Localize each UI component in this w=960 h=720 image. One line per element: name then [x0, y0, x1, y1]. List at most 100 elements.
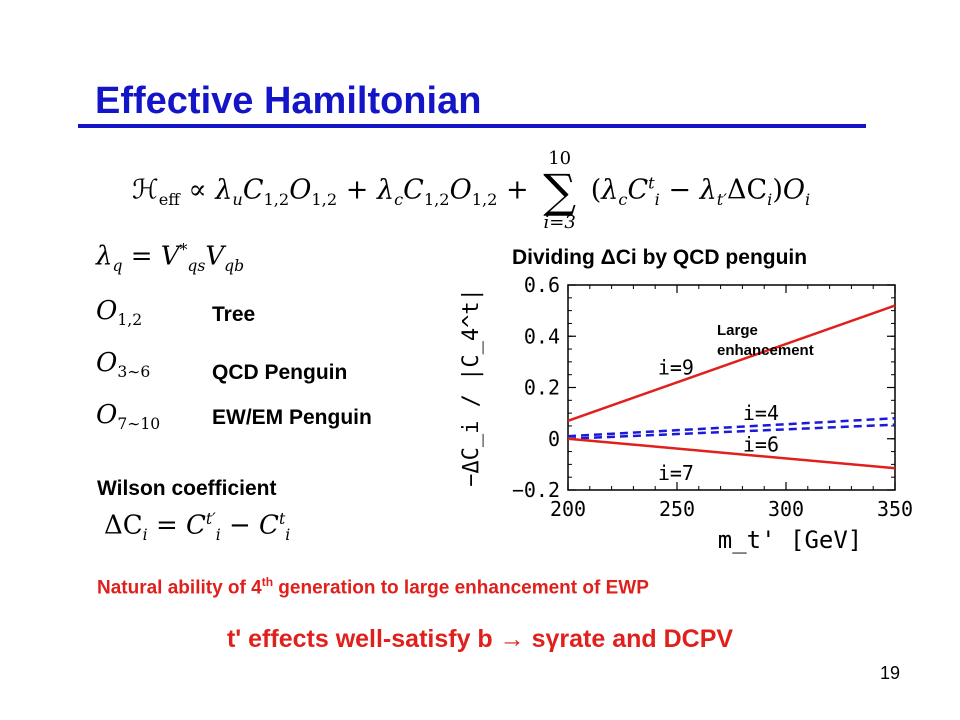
x-tick-label: 300 [768, 497, 804, 521]
paren-open: ( [590, 174, 602, 206]
x-tick-label: 200 [550, 497, 586, 521]
lambda-u: λ [215, 174, 233, 206]
o36-symbol: O [96, 348, 118, 378]
o710-subscript: 7∼10 [117, 415, 161, 434]
v-qs: V [160, 241, 180, 272]
lambda-c-2-sub: c [618, 189, 628, 209]
o12-b-sub: 1,2 [471, 189, 498, 209]
lambda-q: λ [96, 241, 113, 272]
v-qb-sub: qb [224, 256, 245, 275]
series-label: i=9 [658, 355, 694, 379]
ci-sup: t [648, 173, 655, 193]
lambda-definition: λq = V*qsVqb [96, 241, 244, 275]
note-part1: Natural ability of 4 [97, 577, 262, 599]
lambda-c: λ [376, 174, 395, 206]
o12-symbol: O [96, 296, 118, 326]
annotation-word: Large [717, 322, 758, 339]
paren-close: ) [772, 174, 783, 206]
slide-title: Effective Hamiltonian [95, 80, 482, 122]
series-label: i=4 [743, 401, 779, 425]
wilson-label: Wilson coefficient [97, 477, 277, 500]
v-qb: V [205, 241, 225, 272]
lambda-c-sub: c [394, 189, 404, 209]
minus-h: − [668, 174, 692, 206]
o12-b: O [449, 174, 472, 206]
series-line-i-9 [567, 304, 896, 422]
oi-sub: i [805, 189, 811, 209]
y-tick-label: 0.4 [524, 324, 560, 348]
series-label: i=6 [743, 433, 779, 457]
o12-a-sub: 1,2 [311, 189, 338, 209]
x-tick-label: 350 [877, 497, 913, 521]
v-qs-sub: qs [187, 256, 206, 275]
lambda-q-sub: q [112, 256, 123, 275]
conclusion-text: t' effects well-satisfy b → sγrate and D… [226, 625, 734, 653]
o12-subscript: 1,2 [117, 311, 143, 330]
prop-symbol: ∝ [188, 174, 207, 206]
series-label: i=7 [658, 461, 694, 485]
operator-o12: O1,2 [96, 296, 142, 329]
ci-t-sub: i [285, 525, 291, 544]
chart-title: Dividing ΔCi by QCD penguin [512, 246, 808, 269]
c12-a-sub: 1,2 [263, 189, 290, 209]
note-sup: th [261, 575, 274, 589]
series-line-i-7 [567, 437, 896, 470]
plot-frame [567, 284, 896, 491]
plus-b: + [506, 174, 529, 206]
page-number: 19 [880, 663, 901, 683]
delta-ci-h: ΔC [726, 174, 768, 206]
ci-t-sup: t [278, 510, 286, 528]
title-underline [78, 124, 866, 128]
ci-sub: i [654, 189, 660, 209]
x-tick-label: 250 [659, 497, 695, 521]
minus-wilson: − [228, 510, 251, 541]
y-tick-label: 0 [548, 427, 560, 451]
ci-tprime-sup: t′ [205, 510, 216, 528]
x-axis-label: m_t' [GeV] [718, 526, 863, 554]
label-qcd-penguin: QCD Penguin [212, 361, 348, 384]
annotation-word: enhancement [717, 342, 814, 359]
y-tick-label: 0.2 [524, 376, 560, 400]
plus-a: + [345, 174, 369, 206]
sum-lower: i=3 [543, 212, 576, 233]
note-part2: generation to large enhancement of EWP [273, 577, 649, 599]
ci-tprime-sub: i [215, 525, 221, 544]
delta-ci-sub: i [142, 525, 148, 544]
label-tree: Tree [212, 303, 256, 326]
wilson-formula: ΔCi = Ct′i − Cti [104, 510, 290, 544]
c12-b-sub: 1,2 [423, 189, 450, 209]
lambda-u-sub: u [232, 189, 243, 209]
note-text: Natural ability of 4th generation to lar… [97, 575, 649, 599]
lambda-tp-sub: t′ [716, 189, 727, 209]
delta-ci-h-sub: i [767, 189, 773, 209]
v-qs-sup: * [179, 241, 188, 259]
o710-symbol: O [96, 400, 118, 430]
sum-upper: 10 [548, 148, 572, 169]
y-tick-label: 0.6 [524, 273, 560, 297]
o12-a: O [289, 174, 312, 206]
equals-wilson: = [155, 510, 178, 541]
c12-a: C [242, 174, 264, 206]
h-sub: eff [158, 189, 180, 209]
c12-b: C [403, 174, 424, 206]
lambda-tp: λ [699, 174, 717, 206]
y-axis-label: −ΔC_i / |C_4^t| [459, 288, 484, 487]
series-line-i-6 [567, 423, 896, 440]
sum-symbol: ∑ [543, 164, 577, 218]
summation: 10 ∑ i=3 [543, 150, 576, 232]
y-tick-label: −0.2 [512, 478, 560, 502]
lambda-c-2: λ [601, 174, 619, 206]
operator-o710: O7∼10 [96, 400, 160, 433]
oi: O [782, 174, 805, 206]
h-symbol: ℋ [132, 174, 159, 206]
enhancement-chart: −0.2 0 0.2 0.4 0.6 200 250 300 350 m_t' [GeV] −ΔC_… [459, 273, 913, 554]
ci-tprime: C [186, 510, 206, 541]
o36-subscript: 3∼6 [117, 363, 151, 382]
label-ew-em-penguin: EW/EM Penguin [212, 406, 372, 429]
operator-o36: O3∼6 [96, 348, 150, 381]
equals-lambda: = [130, 241, 153, 272]
series-line-i-4 [567, 417, 896, 438]
hamiltonian-formula: ℋeff ∝ λuC1,2O1,2 + λcC1,2O1,2 + 10 ∑ i=… [132, 150, 810, 232]
ci-t: C [259, 510, 279, 541]
ci: C [627, 174, 649, 206]
